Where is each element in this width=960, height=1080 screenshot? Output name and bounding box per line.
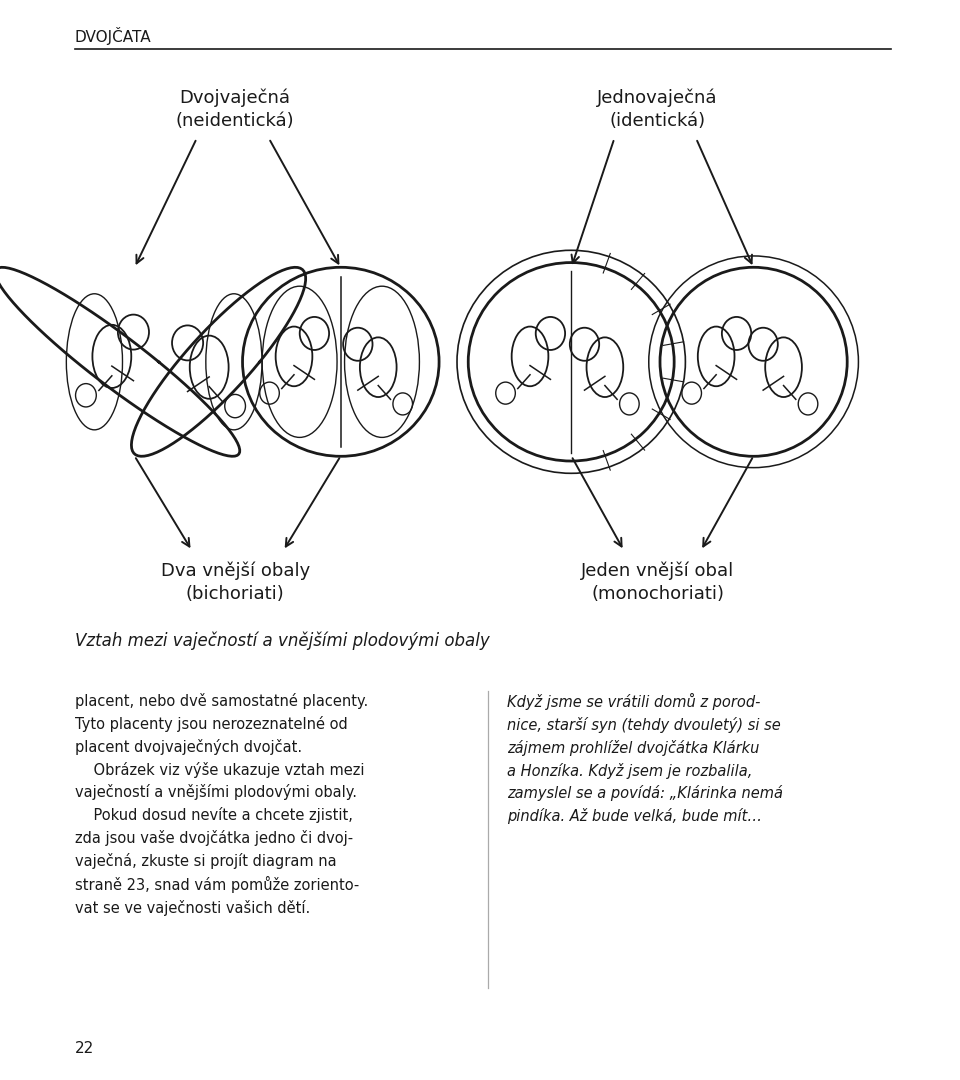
Text: placent, nebo dvě samostatné placenty.
Tyto placenty jsou nerozeznatelné od
plac: placent, nebo dvě samostatné placenty. T… xyxy=(75,693,368,916)
Text: Dvojvaječná
(neidentická): Dvojvaječná (neidentická) xyxy=(176,89,295,130)
Text: Jednovaječná
(identická): Jednovaječná (identická) xyxy=(597,89,718,130)
Text: DVOJČATA: DVOJČATA xyxy=(75,27,152,45)
Text: Jeden vnější obal
(monochoriati): Jeden vnější obal (monochoriati) xyxy=(581,562,734,603)
Text: Když jsme se vrátili domů z porod-
nice, starší syn (tehdy dvouletý) si se
zájme: Když jsme se vrátili domů z porod- nice,… xyxy=(507,693,783,824)
Text: Vztah mezi vaječností a vnějšími plodovými obaly: Vztah mezi vaječností a vnějšími plodový… xyxy=(75,632,490,650)
Text: 22: 22 xyxy=(75,1041,94,1056)
Text: Dva vnější obaly
(bichoriati): Dva vnější obaly (bichoriati) xyxy=(160,562,310,603)
